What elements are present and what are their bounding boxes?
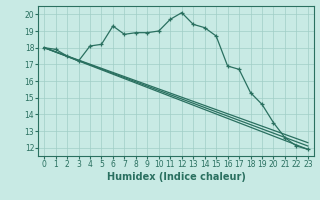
X-axis label: Humidex (Indice chaleur): Humidex (Indice chaleur) bbox=[107, 172, 245, 182]
